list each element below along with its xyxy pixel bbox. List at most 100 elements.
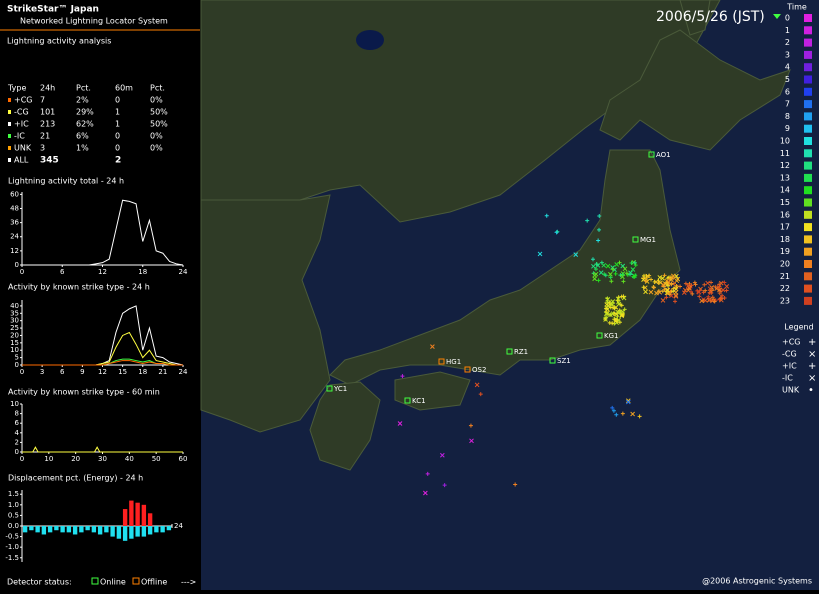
- strike-marker: [474, 382, 480, 388]
- strike-marker: [621, 279, 626, 284]
- y-tick-label: 60: [10, 190, 19, 198]
- bar: [160, 526, 165, 533]
- strike-marker: [439, 452, 445, 458]
- y-tick-label: 6: [15, 419, 20, 427]
- time-label: 20: [780, 260, 790, 269]
- strike-marker: [630, 267, 636, 272]
- station-label: AO1: [656, 151, 671, 159]
- bar: [104, 526, 109, 533]
- side-panel: [0, 0, 200, 590]
- strike-marker: [608, 271, 613, 277]
- offline-icon: [132, 577, 140, 585]
- bar: [35, 526, 40, 533]
- strike-marker: [592, 276, 597, 282]
- strike-marker: [593, 271, 599, 277]
- time-label: 17: [780, 223, 790, 232]
- section-title: Lightning activity analysis: [7, 37, 111, 46]
- legend-label: -CG: [782, 350, 797, 359]
- strike-marker: [609, 279, 614, 284]
- time-label: 15: [780, 198, 790, 207]
- strike-marker: [717, 291, 722, 296]
- time-swatch: [804, 235, 812, 244]
- strike-marker: [722, 280, 727, 285]
- table-cell: 0%: [150, 96, 163, 105]
- table-header: Pct.: [150, 84, 165, 93]
- time-swatch: [804, 63, 812, 72]
- strike-marker: [707, 297, 712, 302]
- x-tick-label: 20: [71, 455, 80, 463]
- y-tick-label: 25: [10, 324, 19, 332]
- type-marker: [8, 134, 11, 138]
- strike-marker: [469, 438, 474, 444]
- x-tick-label: 10: [44, 455, 53, 463]
- table-cell: -IC: [14, 132, 25, 141]
- strike-marker: [610, 299, 616, 304]
- strike-marker: [651, 285, 656, 290]
- strike-marker: [673, 294, 679, 299]
- x-tick-label: 9: [80, 368, 84, 376]
- time-label: 10: [780, 137, 790, 146]
- y-tick-label: 1.0: [8, 501, 19, 509]
- strike-marker: [654, 290, 659, 296]
- strike-marker: [442, 483, 447, 488]
- strike-marker: [430, 344, 435, 349]
- strike-marker: [397, 421, 403, 426]
- strike-marker: [664, 278, 670, 284]
- x-tick-label: 6: [60, 368, 65, 376]
- bar: [147, 526, 153, 535]
- x-tick-label: 24: [174, 522, 183, 530]
- date-menu[interactable]: [773, 14, 781, 19]
- bar: [141, 526, 147, 537]
- bar: [60, 526, 65, 533]
- strike-marker: [652, 285, 657, 290]
- x-tick-label: 24: [179, 268, 188, 276]
- table-cell: 21: [40, 132, 50, 141]
- station-icon: [506, 348, 513, 355]
- x-tick-label: 24: [179, 368, 188, 376]
- strike-marker: [660, 275, 665, 281]
- legend-title: Legend: [784, 323, 813, 332]
- status-arrow[interactable]: --->: [181, 578, 196, 587]
- x-tick-label: 15: [118, 368, 127, 376]
- table-cell: 0: [115, 132, 120, 141]
- time-label: 9: [785, 124, 790, 133]
- strike-marker: [601, 262, 607, 268]
- series-line: [22, 446, 183, 453]
- online-icon: [91, 577, 99, 585]
- chart-title: Lightning activity total - 24 h: [8, 177, 124, 186]
- table-cell: 62%: [76, 120, 94, 129]
- strike-marker: [616, 301, 622, 307]
- strike-marker: [605, 300, 610, 305]
- strike-marker: [608, 275, 613, 280]
- strike-marker: [678, 284, 683, 289]
- station-label: RZ1: [514, 348, 528, 356]
- strike-marker: [625, 399, 631, 405]
- x-tick-label: 12: [98, 368, 107, 376]
- strike-marker: [597, 227, 602, 232]
- strike-marker: [670, 273, 676, 279]
- strike-marker: [644, 276, 649, 282]
- station-label: OS2: [472, 366, 486, 374]
- strike-marker: [604, 315, 609, 320]
- bar: [97, 526, 103, 535]
- type-marker: [8, 110, 11, 114]
- strike-marker: [537, 251, 543, 257]
- table-total: 345: [40, 156, 59, 166]
- strike-marker: [674, 278, 680, 284]
- table-cell: UNK: [14, 144, 32, 153]
- bar: [79, 526, 84, 533]
- strike-marker: [683, 281, 688, 286]
- y-tick-label: 5: [15, 354, 19, 362]
- bar: [135, 502, 140, 526]
- strike-marker: [610, 267, 615, 272]
- table-cell: 50%: [150, 108, 168, 117]
- table-cell: 0%: [150, 132, 163, 141]
- copyright: @2006 Astrogenic Systems: [702, 577, 812, 586]
- station-icon: [632, 236, 639, 243]
- strike-marker: [573, 252, 579, 258]
- x-tick-label: 0: [20, 368, 24, 376]
- y-tick-label: -1.0: [5, 543, 19, 551]
- strike-marker: [697, 294, 702, 299]
- y-tick-label: -0.5: [5, 533, 19, 541]
- strike-marker: [662, 287, 667, 292]
